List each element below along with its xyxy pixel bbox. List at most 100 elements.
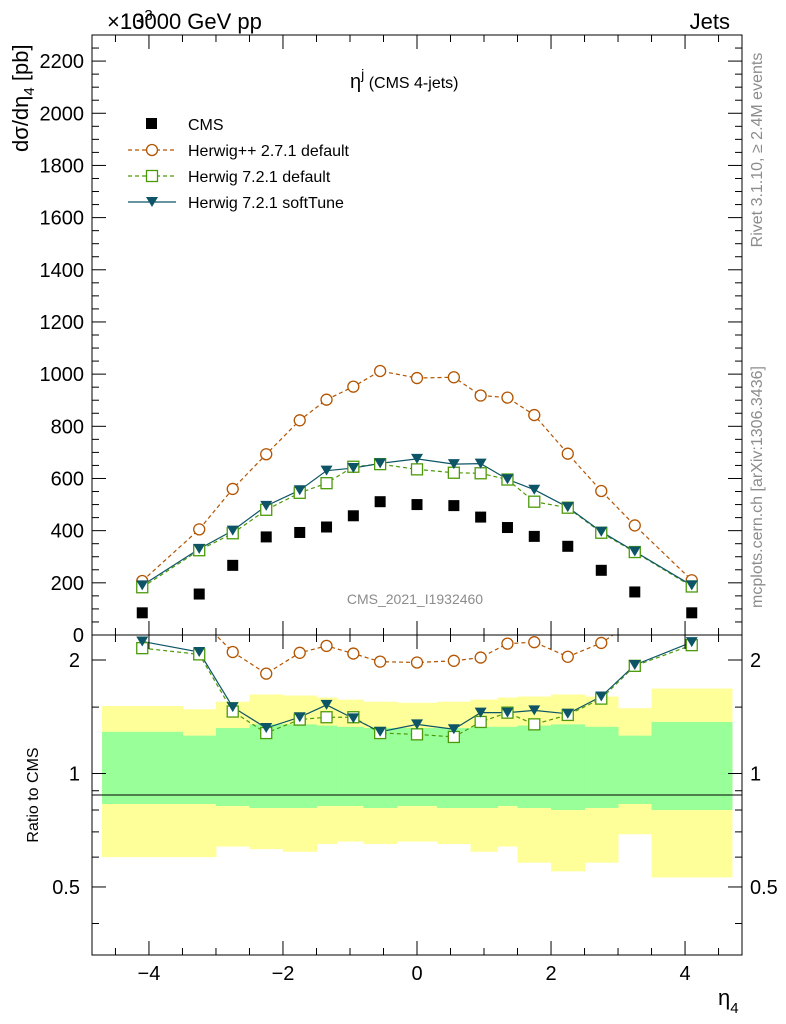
ratio-point-herwig-pp (561, 650, 574, 663)
data-point-herwig-pp (595, 484, 608, 498)
data-point-herwig-pp (561, 447, 574, 460)
y-tick-label: 0 (73, 625, 84, 647)
ratio-point-herwig7-softtune (685, 637, 698, 648)
rivet-label: Rivet 3.1.10, ≥ 2.4M events (749, 53, 766, 248)
ratio-point-herwig-pp (260, 667, 273, 680)
data-point-herwig7-softtune (474, 458, 487, 469)
legend-label-herwig7-softtune: Herwig 7.2.1 softTune (188, 195, 344, 212)
header-left-label: 13000 GeV pp (120, 9, 262, 34)
y-tick-label: 1000 (40, 364, 85, 386)
data-point-herwig-pp (293, 414, 306, 427)
data-point-herwig-pp (226, 482, 239, 496)
data-point-herwig-pp (373, 364, 387, 378)
series-line-herwig7-default (141, 463, 693, 588)
data-point-herwig7-softtune (374, 458, 387, 469)
ratio-axis-ticks (92, 635, 742, 955)
data-point-cms (686, 607, 698, 619)
ratio-point-herwig-pp (447, 654, 461, 667)
ratio-point-herwig7-softtune (136, 636, 149, 647)
header-right-label: Jets (690, 9, 730, 34)
ratio-inner-band-bin (182, 735, 217, 804)
ratio-point-herwig7-default (320, 711, 333, 724)
data-point-cms (501, 522, 513, 534)
main-series (136, 364, 698, 619)
data-point-cms (448, 500, 460, 512)
ratio-point-herwig7-softtune (528, 705, 541, 716)
ratio-y-axis-label: Ratio to CMS (25, 747, 42, 842)
ratio-inner-band-bin (497, 726, 519, 806)
ratio-point-herwig7-softtune (447, 724, 460, 735)
legend-entry-cms: CMS (146, 117, 224, 134)
ratio-tick-labels: 0.5 0.5 1 1 2 2 (52, 650, 778, 899)
y-tick-label: 400 (51, 521, 84, 543)
data-point-herwig-pp (347, 380, 360, 393)
legend-marker-cms (146, 118, 157, 129)
ratio-point-herwig7-softtune (226, 702, 239, 713)
data-point-herwig7-softtune (226, 525, 239, 536)
ratio-point-herwig-pp (410, 656, 424, 669)
data-point-herwig7-softtune (628, 546, 641, 557)
ratio-point-herwig7-softtune (595, 691, 608, 702)
y-axis-label: dσ/dη4 [pb] (8, 44, 38, 152)
x-axis-label: η4 (718, 985, 739, 1017)
ratio-tick-label-right: 2 (750, 650, 761, 672)
x-tick-label: 2 (545, 963, 556, 985)
data-point-herwig-pp (410, 371, 424, 385)
ratio-point-herwig7-default (410, 728, 424, 741)
y-tick-label: 1200 (40, 312, 85, 334)
legend-label-cms: CMS (188, 117, 224, 134)
ratio-series (136, 635, 698, 744)
ratio-point-herwig7-softtune (628, 659, 641, 670)
mcplots-label: mcplots.cern.ch [arXiv:1306.3436] (749, 366, 766, 608)
data-point-cms (260, 531, 272, 543)
data-point-herwig-pp (501, 391, 514, 404)
y-tick-label: 600 (51, 468, 84, 490)
ratio-tick-label-left: 1 (69, 763, 80, 785)
chart-title: ηj (CMS 4-jets) (350, 66, 458, 93)
data-point-herwig7-default (410, 463, 424, 476)
legend-entry-herwig7-default: Herwig 7.2.1 default (128, 169, 331, 186)
data-point-cms (629, 586, 641, 598)
data-point-herwig7-softtune (685, 580, 698, 591)
y-tick-label: 200 (51, 573, 84, 595)
data-point-herwig7-softtune (136, 580, 149, 591)
ratio-tick-label-right: 1 (750, 763, 761, 785)
data-point-herwig7-softtune (595, 526, 608, 537)
ratio-point-herwig7-softtune (411, 719, 423, 730)
legend-marker-herwig7-default (145, 169, 159, 183)
data-point-cms (193, 588, 205, 600)
ratio-inner-band-bin (584, 726, 619, 808)
data-point-herwig7-default (320, 477, 333, 490)
ratio-point-herwig7-softtune (293, 712, 306, 723)
data-point-herwig-pp (320, 393, 333, 406)
data-point-herwig7-default (474, 467, 487, 480)
y-tick-label: 800 (51, 416, 84, 438)
data-point-herwig-pp (447, 371, 461, 384)
ratio-inner-band-bin (102, 731, 183, 804)
data-point-herwig-pp (628, 519, 641, 532)
legend-marker-herwig7-softtune (146, 197, 158, 207)
data-point-cms (294, 526, 306, 538)
ratio-point-herwig7-default (474, 715, 487, 729)
data-point-herwig7-softtune (528, 484, 541, 495)
legend-label-herwig-pp: Herwig++ 2.7.1 default (188, 143, 350, 160)
ratio-point-herwig-pp (528, 636, 541, 649)
ratio-point-herwig-pp (474, 651, 487, 664)
data-point-herwig7-softtune (193, 543, 206, 554)
y-tick-label: 2200 (40, 51, 85, 73)
x-tick-label: −2 (272, 963, 295, 985)
ratio-point-herwig-pp (595, 636, 608, 650)
ratio-inner-band-bin (316, 725, 338, 806)
data-point-herwig-pp (193, 523, 206, 536)
ratio-tick-label-left: 2 (69, 650, 80, 672)
data-point-cms (374, 496, 386, 508)
ratio-inner-band-bin (470, 726, 498, 808)
main-y-tick-labels: 0 200 400 600 800 1000 1200 1400 1600 1800 2000 220… (40, 51, 85, 647)
data-point-cms (347, 510, 359, 522)
data-point-herwig7-softtune (501, 474, 514, 485)
data-point-herwig7-softtune (293, 485, 306, 496)
data-point-herwig7-softtune (320, 465, 333, 476)
x-tick-label: 4 (679, 963, 690, 985)
ratio-uncertainty-bands (102, 688, 733, 878)
